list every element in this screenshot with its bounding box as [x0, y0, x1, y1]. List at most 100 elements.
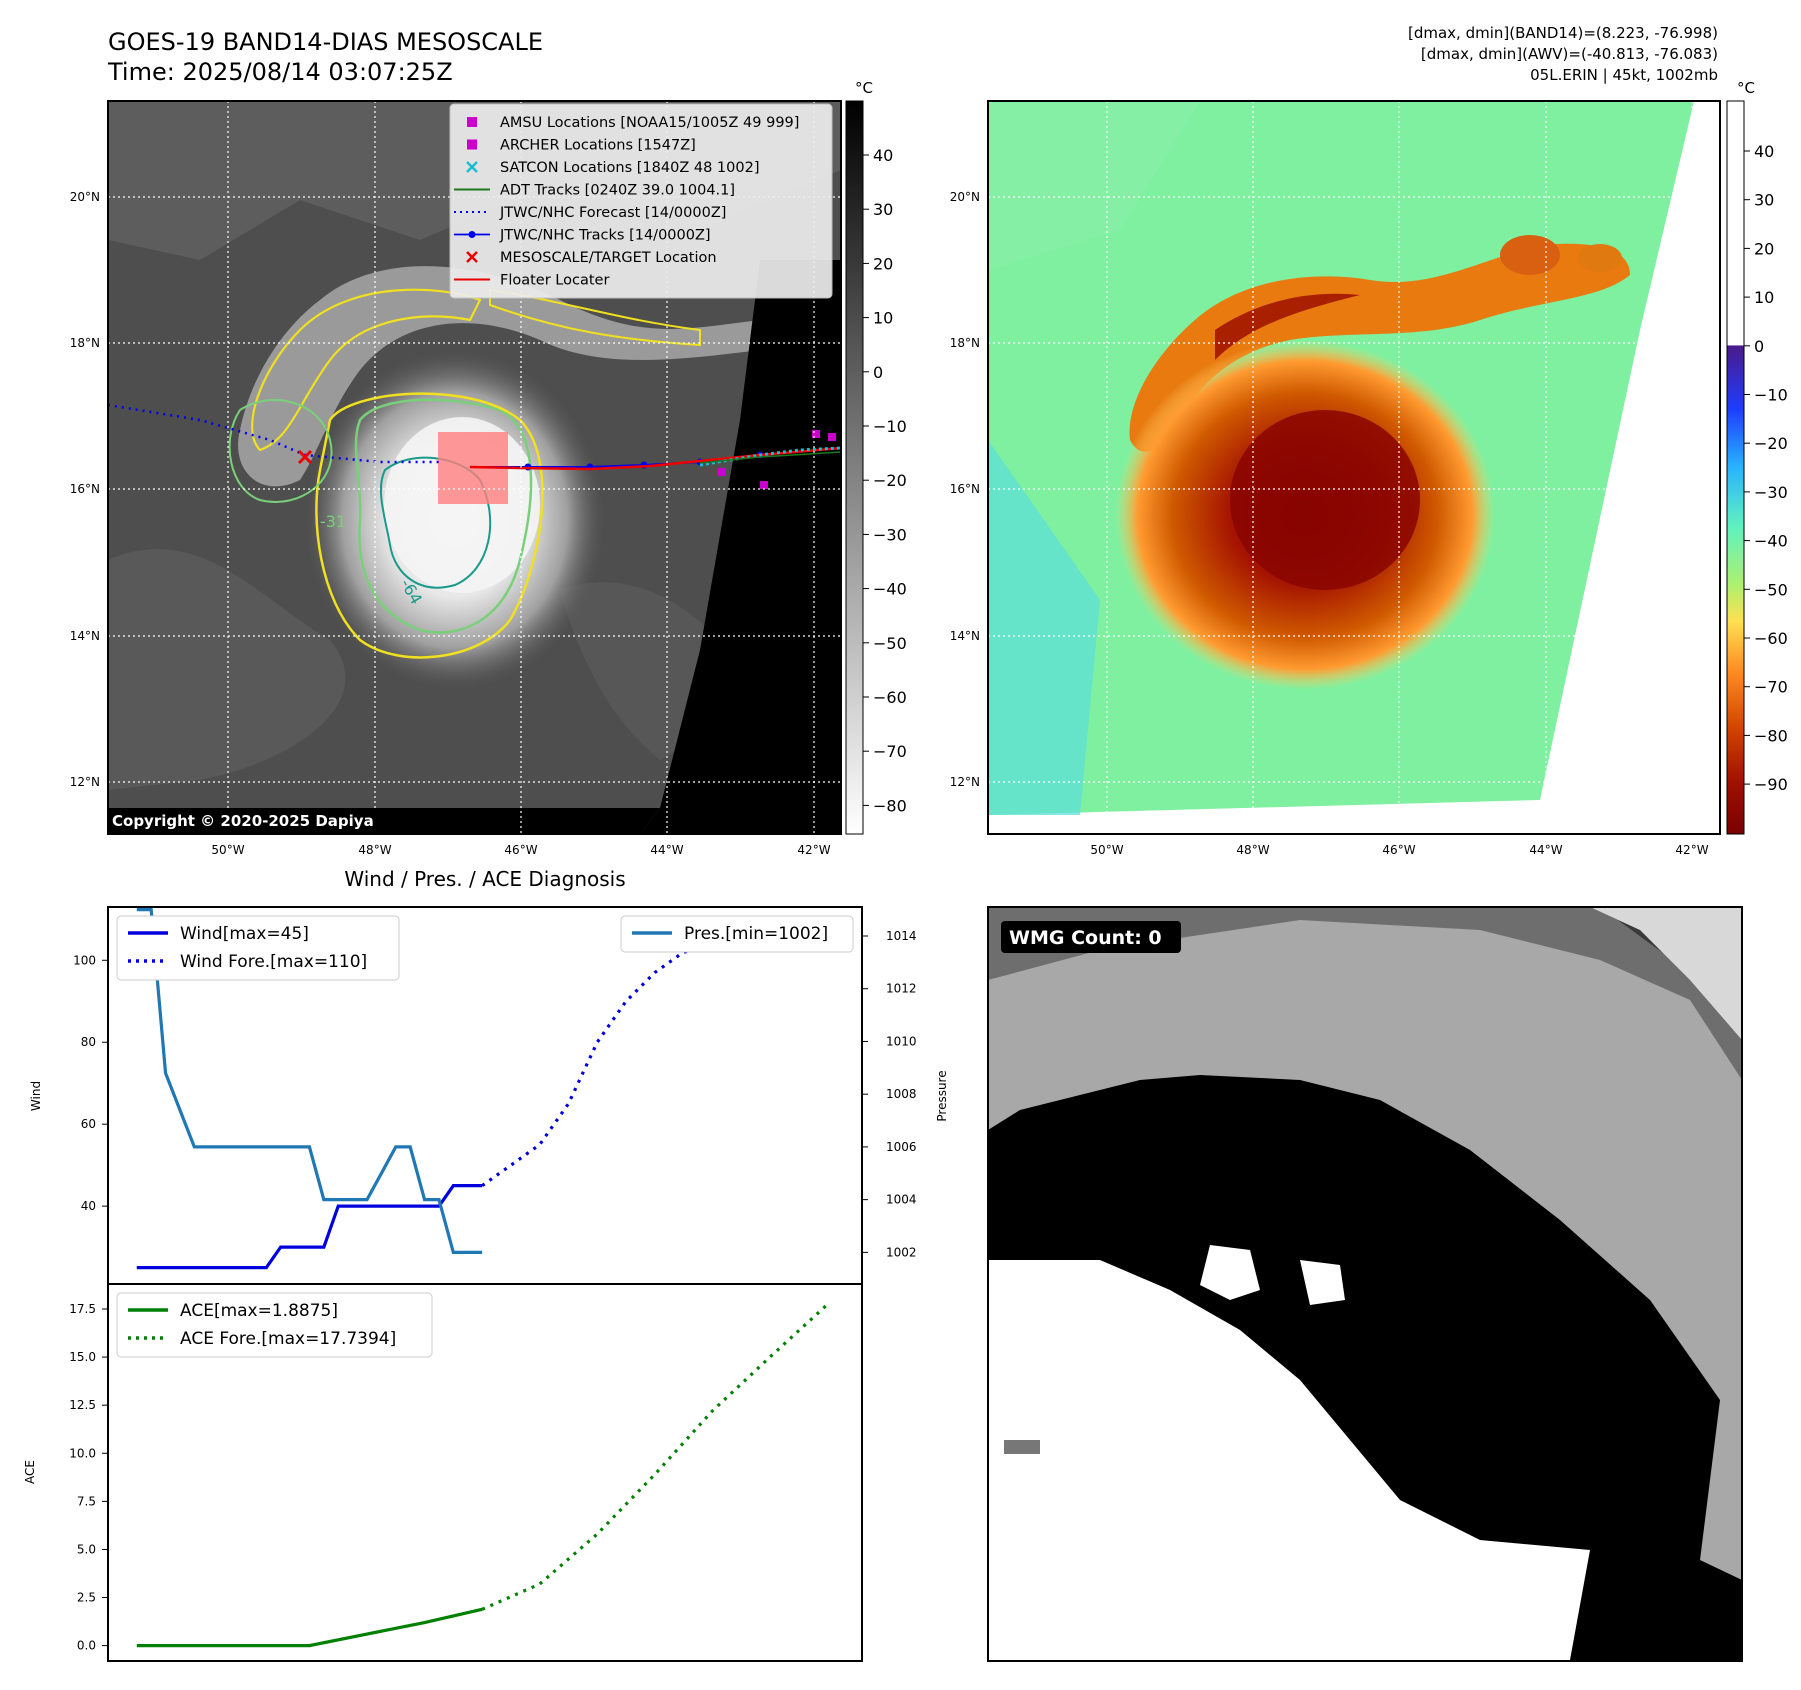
legend-marker [467, 139, 477, 150]
wmg-gray-block [1004, 1440, 1040, 1454]
awv-gridlines [988, 101, 1720, 834]
contour-label-31: -31 [320, 512, 346, 531]
ace-ytick-label: 15.0 [69, 1350, 96, 1364]
legend-item: ARCHER Locations [1547Z] [467, 138, 696, 154]
legend-item: SATCON Locations [1840Z 48 1002] [466, 160, 759, 176]
ace-fore-legend-label: ACE Fore.[max=17.7394] [180, 1329, 396, 1349]
ace-ytick-label: 5.0 [77, 1542, 96, 1556]
pressure-series [136, 908, 483, 1254]
awv-lat-labels: 20°N 18°N 16°N 14°N 12°N [950, 190, 980, 789]
colorbar-tick-label: 10 [1754, 288, 1774, 307]
ir-colorbar: °C 40 30 20 10 0 −10 −20 −30 −40 −50 −60 −70 −80 [845, 79, 907, 835]
ace-ytick-label: 7.5 [77, 1494, 96, 1508]
diagnosis-title: Wind / Pres. / ACE Diagnosis [344, 867, 625, 891]
svg-text:48°W: 48°W [1236, 843, 1269, 857]
colorbar-tick-label: −80 [873, 796, 907, 815]
legend-label: JTWC/NHC Forecast [14/0000Z] [499, 205, 726, 221]
wind-legend: Wind[max=45] Wind Fore.[max=110] [116, 915, 400, 981]
colorbar-tick-label: 0 [873, 363, 883, 382]
ace-legend: ACE[max=1.8875] ACE Fore.[max=17.7394] [116, 1292, 433, 1358]
pressure-ytick-label: 1002 [886, 1245, 917, 1259]
legend-item: ADT Tracks [0240Z 39.0 1004.1] [454, 183, 735, 199]
wind-ytick-label: 100 [73, 953, 96, 967]
pressure-legend: Pres.[min=1002] [620, 915, 854, 953]
colorbar-tick-label: −10 [1754, 386, 1788, 405]
svg-text:12°N: 12°N [950, 775, 980, 789]
legend-label: AMSU Locations [NOAA15/1005Z 49 999] [500, 115, 799, 131]
copyright-text: Copyright © 2020-2025 Dapiya [112, 812, 374, 830]
forecast-track [108, 403, 440, 464]
ir-lat-labels: 20°N 18°N 16°N 14°N 12°N [70, 190, 100, 789]
ir-panel: -31 -64 [107, 100, 842, 835]
ace-axis-label: ACE [23, 1460, 37, 1484]
svg-text:42°W: 42°W [797, 843, 830, 857]
svg-text:50°W: 50°W [1090, 843, 1123, 857]
colorbar-tick-label: −70 [873, 742, 907, 761]
colorbar-tick-label: 0 [1754, 337, 1764, 356]
svg-text:42°W: 42°W [1675, 843, 1708, 857]
legend-item: AMSU Locations [NOAA15/1005Z 49 999] [467, 115, 799, 131]
svg-text:20°N: 20°N [950, 190, 980, 204]
svg-text:14°N: 14°N [70, 629, 100, 643]
svg-text:44°W: 44°W [650, 843, 683, 857]
ir-lon-labels: 50°W 48°W 46°W 44°W 42°W [211, 843, 830, 857]
colorbar-tick-label: 40 [1754, 142, 1774, 161]
colorbar-tick-label: −90 [1754, 775, 1788, 794]
pressure-ytick-label: 1014 [886, 929, 917, 943]
wind-legend-label: Wind[max=45] [180, 924, 309, 944]
legend-label: JTWC/NHC Tracks [14/0000Z] [499, 228, 711, 244]
svg-text:16°N: 16°N [70, 482, 100, 496]
colorbar-tick-label: −50 [1754, 580, 1788, 599]
colorbar-tick-label: −40 [873, 580, 907, 599]
storm-info: 05L.ERIN | 45kt, 1002mb [1530, 66, 1718, 84]
wmg-white-region [988, 1260, 1590, 1660]
ace-chart: ACE 0.0 2.5 5.0 7.5 10.0 12.5 15.0 17.5 ACE[max… [23, 1283, 863, 1662]
wmg-count-bg [1001, 921, 1181, 953]
colorbar-tick-label: −60 [873, 688, 907, 707]
figure-time: Time: 2025/08/14 03:07:25Z [107, 58, 453, 86]
pressure-ytick-label: 1004 [886, 1193, 917, 1207]
svg-text:14°N: 14°N [950, 629, 980, 643]
colorbar-tick-label: 20 [873, 254, 893, 273]
adt-track [699, 451, 841, 464]
ace-ytick-label: 2.5 [77, 1591, 96, 1605]
pressure-ytick-label: 1010 [886, 1034, 917, 1048]
colorbar-tick-label: 40 [873, 146, 893, 165]
legend-item: MESOSCALE/TARGET Location [466, 250, 717, 266]
figure-title: GOES-19 BAND14-DIAS MESOSCALE [108, 28, 543, 56]
pressure-ytick-label: 1006 [886, 1140, 917, 1154]
svg-text:50°W: 50°W [211, 843, 244, 857]
ir-frame [107, 100, 842, 835]
legend-item: JTWC/NHC Forecast [14/0000Z] [454, 205, 726, 221]
wmg-light-corner [1590, 907, 1742, 1040]
colorbar-tick-label: −10 [873, 417, 907, 436]
legend-item: Floater Locater [454, 273, 609, 289]
awv-colorbar: °C 40 30 20 10 0 −10 −20 −30 −40 −50 −60 −70 −80 −90 [1726, 79, 1788, 835]
colorbar-tick-label: −20 [873, 471, 907, 490]
colorbar-tick-label: −40 [1754, 532, 1788, 551]
pressure-axis-label: Pressure [935, 1070, 949, 1121]
colorbar-tick-label: −70 [1754, 678, 1788, 697]
awv-frame [987, 100, 1721, 835]
colorbar-tick-label: 20 [1754, 239, 1774, 258]
legend-label: ADT Tracks [0240Z 39.0 1004.1] [500, 183, 735, 199]
svg-text:16°N: 16°N [950, 482, 980, 496]
ace-ytick-label: 12.5 [69, 1398, 96, 1412]
awv-colorbar-unit: °C [1737, 79, 1755, 97]
wind-ytick-label: 40 [81, 1199, 96, 1213]
target-location [297, 449, 313, 465]
colorbar-tick-label: −30 [873, 525, 907, 544]
ir-colorbar-unit: °C [855, 79, 873, 97]
awv-rainband [1129, 243, 1630, 452]
svg-text:18°N: 18°N [950, 336, 980, 350]
awv-lon-labels: 50°W 48°W 46°W 44°W 42°W [1090, 843, 1708, 857]
ace-legend-label: ACE[max=1.8875] [180, 1301, 338, 1321]
ir-legend: AMSU Locations [NOAA15/1005Z 49 999] ARCH… [449, 103, 833, 299]
ace-ytick-label: 10.0 [69, 1446, 96, 1460]
svg-text:20°N: 20°N [70, 190, 100, 204]
wind-fore-legend-label: Wind Fore.[max=110] [180, 952, 367, 972]
wind-ytick-label: 60 [81, 1117, 96, 1131]
colorbar-tick-label: 10 [873, 309, 893, 328]
svg-text:12°N: 12°N [70, 775, 100, 789]
